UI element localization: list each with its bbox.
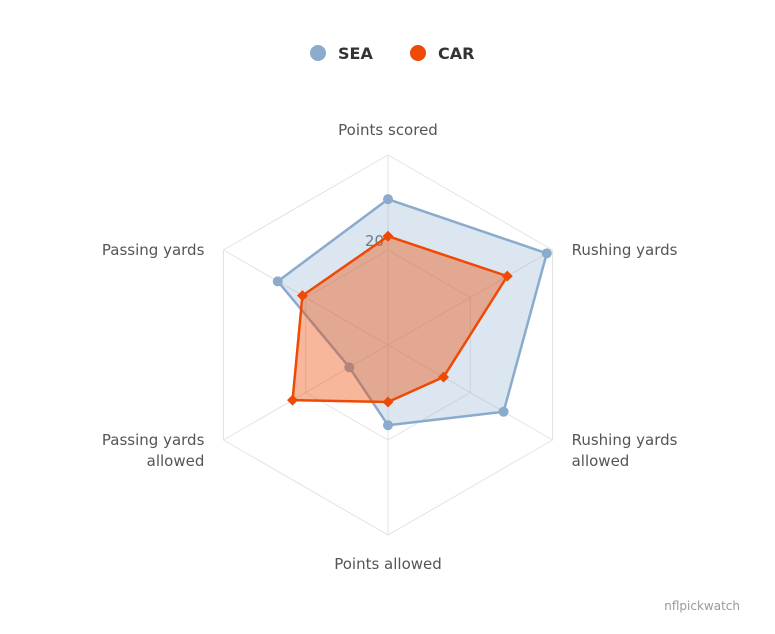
data-point[interactable] (344, 362, 355, 373)
data-point[interactable] (498, 406, 509, 417)
legend: SEA CAR (310, 44, 474, 63)
legend-item-car[interactable]: CAR (410, 44, 474, 63)
series-layer (272, 194, 552, 431)
credit-text[interactable]: nflpickwatch (664, 599, 740, 613)
grid-spoke (387, 249, 553, 346)
data-point[interactable] (272, 276, 283, 287)
legend-marker (410, 45, 426, 61)
data-point[interactable] (541, 248, 552, 259)
legend-label: SEA (338, 44, 373, 63)
axis-label: Passing yards allowed (102, 431, 205, 470)
data-point[interactable] (382, 230, 394, 242)
grid-spoke (223, 344, 389, 441)
data-point[interactable] (438, 371, 450, 383)
data-point[interactable] (382, 396, 394, 408)
axis-label: Rushing yards (572, 241, 678, 259)
radial-tick-label: 20 (365, 232, 384, 250)
axis-labels: Points scored Rushing yards Rushing yards a… (102, 121, 678, 573)
data-point[interactable] (296, 290, 308, 302)
legend-label: CAR (438, 44, 474, 63)
series-sea[interactable] (272, 194, 552, 431)
axis-label: Rushing yards allowed (572, 431, 678, 470)
axis-label: Points allowed (334, 555, 442, 573)
axis-label: Points scored (338, 121, 438, 139)
data-point[interactable] (383, 420, 393, 431)
data-point[interactable] (287, 394, 299, 406)
axis-label: Passing yards (102, 241, 205, 259)
data-point[interactable] (501, 270, 513, 282)
grid-spoke (387, 344, 553, 441)
legend-marker (310, 45, 326, 61)
radar-grid: 20 (222, 154, 554, 536)
series-car[interactable] (287, 230, 513, 408)
legend-item-sea[interactable]: SEA (310, 44, 373, 63)
data-point[interactable] (383, 194, 393, 205)
